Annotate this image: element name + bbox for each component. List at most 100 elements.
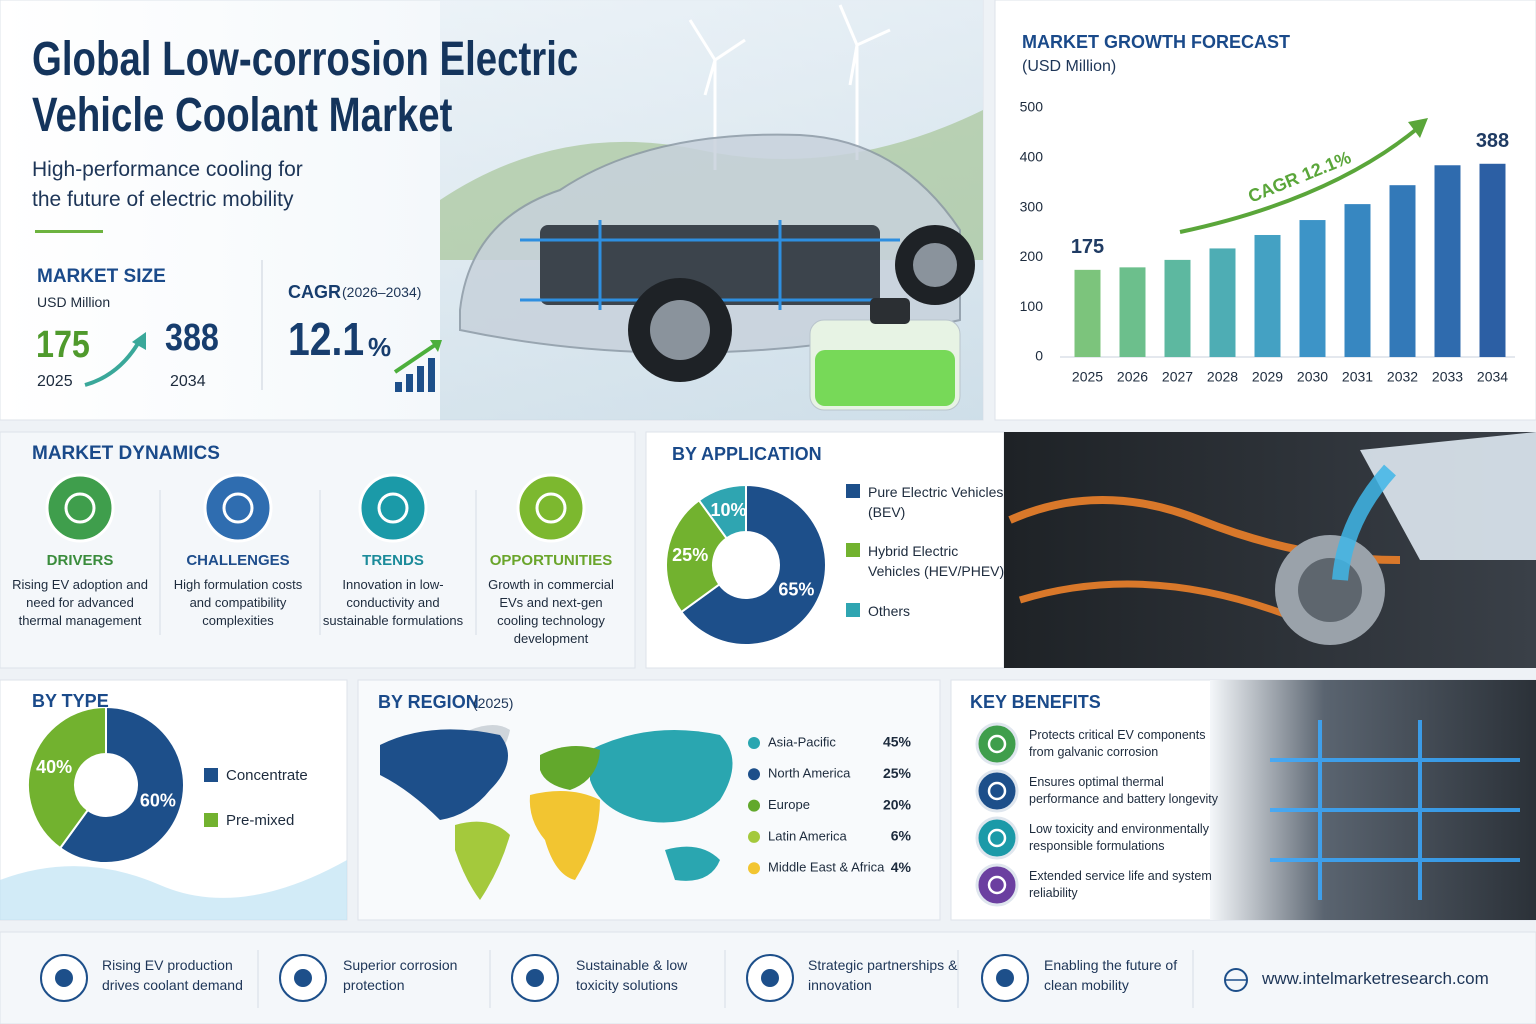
donut-segment	[665, 498, 728, 614]
end-value: 388	[165, 317, 219, 359]
data-label: 4%	[891, 859, 912, 875]
y-tick-label: 100	[1020, 298, 1044, 314]
x-tick-label: 2029	[1252, 369, 1283, 385]
bar	[1074, 269, 1101, 357]
legend-label: Hybrid Electric Vehicles (HEV/PHEV)	[868, 543, 1005, 579]
bar	[1344, 204, 1371, 357]
dynamics-icon	[203, 473, 273, 543]
benefit-icon	[975, 816, 1019, 860]
donut-segment	[27, 705, 107, 850]
icon-glyph	[377, 492, 409, 524]
dynamics-title: OPPORTUNITIES	[489, 552, 613, 569]
benefit-icon	[975, 863, 1019, 907]
dynamics-text: Innovation in low-conductivity and susta…	[322, 577, 464, 628]
dynamics-icon	[45, 473, 115, 543]
legend-label: Middle East & Africa	[768, 860, 885, 875]
bar	[1434, 165, 1461, 357]
data-label: 20%	[883, 796, 912, 812]
battery-pack	[540, 225, 880, 305]
donut-segment	[697, 483, 747, 540]
x-tick-label: 2030	[1297, 369, 1328, 385]
icon-glyph	[526, 969, 544, 987]
legend-dot	[748, 830, 760, 843]
legend-dot	[748, 737, 760, 749]
footer-text: Superior corrosion protection	[343, 957, 458, 993]
growth-arrow	[84, 339, 142, 387]
footer-text: Strategic partnerships & innovation	[808, 957, 958, 993]
y-tick-label: 500	[1020, 99, 1044, 115]
icon-glyph	[535, 492, 567, 524]
data-label: 6%	[891, 828, 912, 844]
end-year: 2034	[170, 373, 206, 390]
data-label: 10%	[711, 500, 747, 520]
icon-glyph	[987, 875, 1007, 895]
cagr-period: (2026–2034)	[342, 284, 422, 300]
chart-title-note: (2025)	[473, 695, 514, 711]
legend-label: Asia-Pacific	[768, 734, 836, 749]
x-tick-label: 2034	[1477, 369, 1508, 385]
chart-title: MARKET GROWTH FORECAST	[1022, 32, 1290, 52]
legend-swatch	[204, 813, 218, 827]
map-region	[665, 846, 720, 881]
bar	[1254, 234, 1281, 357]
footer-url: www.intelmarketresearch.com	[1262, 969, 1489, 988]
legend-swatch	[846, 603, 860, 617]
legend-label: Europe	[768, 797, 810, 812]
legend-dot	[748, 862, 760, 875]
dynamics-icon	[516, 473, 586, 543]
icon-glyph	[222, 492, 254, 524]
icon-glyph	[294, 969, 312, 987]
subtitle: High-performance cooling for the future …	[32, 158, 303, 211]
x-tick-label: 2033	[1432, 369, 1463, 385]
trend-arrow-head	[1408, 118, 1428, 138]
dynamics-text: Rising EV adoption and need for advanced…	[12, 577, 148, 628]
water-wave	[0, 860, 347, 920]
legend-label: Pure Electric Vehicles (BEV)	[868, 484, 1004, 520]
x-tick-label: 2032	[1387, 369, 1418, 385]
dynamics-title: TRENDS	[362, 552, 424, 569]
bar	[1299, 220, 1326, 357]
x-tick-label: 2027	[1162, 369, 1193, 385]
cagr-unit: %	[368, 332, 392, 362]
x-tick-label: 2028	[1207, 369, 1238, 385]
bar	[1209, 248, 1236, 357]
data-label: 40%	[36, 757, 72, 777]
y-tick-label: 300	[1020, 198, 1044, 214]
icon-glyph	[64, 492, 96, 524]
icon-glyph	[761, 969, 779, 987]
footer-text: Enabling the future of clean mobility	[1044, 957, 1178, 993]
data-label: 25%	[672, 545, 708, 565]
donut-segment	[679, 483, 827, 646]
dynamics-panel	[0, 431, 636, 669]
map-region	[455, 821, 510, 900]
dynamics-title: CHALLENGES	[186, 552, 290, 569]
legend-swatch	[204, 768, 218, 782]
section-title: MARKET DYNAMICS	[32, 443, 220, 464]
data-label: 60%	[140, 791, 176, 811]
benefit-text: Ensures optimal thermal performance and …	[1029, 775, 1218, 806]
battery-cooling-lines	[1270, 720, 1520, 900]
engine-illustration	[1008, 432, 1536, 645]
x-tick-label: 2031	[1342, 369, 1373, 385]
data-label: 388	[1476, 130, 1509, 152]
start-year: 2025	[37, 373, 73, 390]
bar	[1164, 259, 1191, 357]
market-size-unit: USD Million	[37, 294, 111, 310]
legend-dot	[748, 768, 760, 781]
legend-label: Others	[868, 603, 911, 619]
bar	[1479, 163, 1506, 357]
legend-swatch	[846, 543, 860, 557]
legend-label: Latin America	[768, 828, 848, 843]
data-label: 175	[1071, 236, 1104, 258]
benefit-text: Low toxicity and environmentally respons…	[1029, 822, 1209, 853]
icon-glyph	[996, 969, 1014, 987]
accent-line	[35, 230, 103, 233]
icon-glyph	[55, 969, 73, 987]
cagr-label: CAGR	[288, 282, 341, 302]
section-title: KEY BENEFITS	[970, 692, 1101, 712]
icon-glyph	[987, 734, 1007, 754]
footer-text: Rising EV production drives coolant dema…	[102, 957, 243, 993]
cagr-icon	[395, 358, 435, 392]
